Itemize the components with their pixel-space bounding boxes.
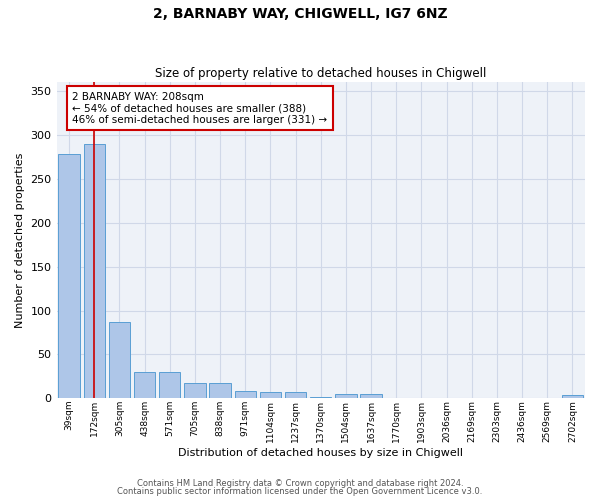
Bar — [310, 396, 331, 398]
Text: 2 BARNABY WAY: 208sqm
← 54% of detached houses are smaller (388)
46% of semi-det: 2 BARNABY WAY: 208sqm ← 54% of detached … — [73, 92, 328, 124]
Bar — [260, 392, 281, 398]
Text: Contains public sector information licensed under the Open Government Licence v3: Contains public sector information licen… — [118, 487, 482, 496]
Bar — [83, 144, 105, 398]
Text: 2, BARNABY WAY, CHIGWELL, IG7 6NZ: 2, BARNABY WAY, CHIGWELL, IG7 6NZ — [152, 8, 448, 22]
Text: Contains HM Land Registry data © Crown copyright and database right 2024.: Contains HM Land Registry data © Crown c… — [137, 478, 463, 488]
Bar — [184, 384, 206, 398]
Bar — [335, 394, 356, 398]
Bar — [109, 322, 130, 398]
Y-axis label: Number of detached properties: Number of detached properties — [15, 152, 25, 328]
Bar — [562, 395, 583, 398]
Bar — [285, 392, 307, 398]
Bar — [134, 372, 155, 398]
Bar — [159, 372, 181, 398]
Bar — [235, 390, 256, 398]
X-axis label: Distribution of detached houses by size in Chigwell: Distribution of detached houses by size … — [178, 448, 463, 458]
Bar — [361, 394, 382, 398]
Bar — [58, 154, 80, 398]
Title: Size of property relative to detached houses in Chigwell: Size of property relative to detached ho… — [155, 66, 487, 80]
Bar — [209, 384, 231, 398]
